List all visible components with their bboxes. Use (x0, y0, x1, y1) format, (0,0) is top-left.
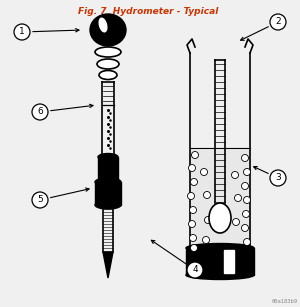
Text: Fig. 7  Hydrometer - Typical: Fig. 7 Hydrometer - Typical (78, 7, 218, 16)
Circle shape (188, 165, 196, 172)
Bar (224, 250, 234, 273)
Text: 00a183b9: 00a183b9 (272, 299, 298, 304)
Ellipse shape (95, 47, 121, 57)
Circle shape (188, 192, 194, 200)
Text: 4: 4 (192, 266, 198, 274)
Circle shape (244, 169, 250, 176)
Circle shape (190, 178, 197, 185)
Text: 2: 2 (275, 17, 281, 26)
Circle shape (232, 219, 239, 226)
Circle shape (205, 216, 212, 223)
Circle shape (232, 172, 238, 178)
Ellipse shape (90, 14, 126, 46)
Circle shape (244, 239, 250, 246)
Ellipse shape (98, 178, 118, 185)
Bar (95, 182, 121, 205)
Ellipse shape (209, 203, 231, 233)
Bar (98, 157, 118, 182)
Circle shape (190, 235, 196, 242)
Circle shape (242, 224, 248, 231)
Circle shape (242, 182, 248, 189)
Bar (190, 150, 250, 255)
Ellipse shape (97, 59, 119, 69)
Text: 5: 5 (37, 196, 43, 204)
Circle shape (202, 236, 209, 243)
Ellipse shape (95, 178, 121, 186)
Circle shape (244, 196, 250, 204)
Ellipse shape (98, 154, 118, 161)
Circle shape (190, 207, 196, 213)
Circle shape (242, 154, 248, 161)
Ellipse shape (186, 243, 254, 252)
Circle shape (235, 195, 242, 201)
Text: 1: 1 (19, 28, 25, 37)
Text: 3: 3 (275, 173, 281, 182)
Ellipse shape (186, 270, 254, 279)
Text: 6: 6 (37, 107, 43, 116)
Circle shape (242, 211, 250, 217)
Circle shape (188, 220, 196, 227)
Circle shape (191, 151, 199, 158)
Ellipse shape (99, 18, 107, 32)
Ellipse shape (99, 71, 117, 80)
Circle shape (270, 170, 286, 186)
Ellipse shape (95, 201, 121, 209)
Circle shape (190, 244, 197, 251)
Polygon shape (103, 252, 113, 278)
Circle shape (32, 192, 48, 208)
Circle shape (270, 14, 286, 30)
Bar (186, 248, 254, 275)
Circle shape (187, 262, 203, 278)
Circle shape (203, 192, 211, 199)
Circle shape (14, 24, 30, 40)
Circle shape (32, 104, 48, 120)
Circle shape (200, 169, 208, 176)
